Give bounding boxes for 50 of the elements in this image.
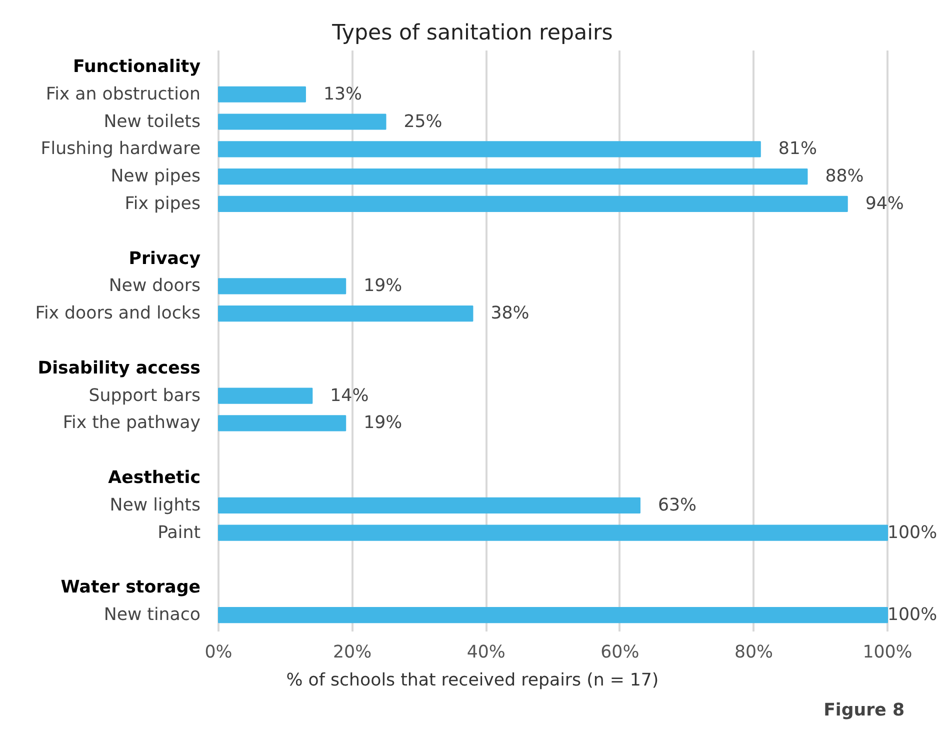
x-tick-label: 20% xyxy=(333,642,372,662)
data-label: 81% xyxy=(778,139,817,160)
y-tick-label: Disability access xyxy=(38,358,200,378)
data-label: 25% xyxy=(404,112,442,132)
data-label: 38% xyxy=(490,304,530,324)
data-label: 13% xyxy=(323,84,362,104)
y-tick-label: Fix pipes xyxy=(124,194,201,214)
y-tick-label: New doors xyxy=(108,276,201,296)
x-tick-label: 0% xyxy=(204,642,232,662)
caption: Figure 8 xyxy=(824,700,904,720)
bar xyxy=(218,86,306,102)
data-label: 100% xyxy=(888,605,938,626)
bar xyxy=(218,388,313,404)
y-tick-label: New tinaco xyxy=(104,605,201,626)
x-tick-label: 100% xyxy=(862,642,912,662)
data-label: 19% xyxy=(364,276,402,296)
y-tick-label: New toilets xyxy=(104,112,200,132)
y-tick-label: Aesthetic xyxy=(108,468,200,488)
y-tick-label: Flushing hardware xyxy=(40,139,201,160)
data-label: 94% xyxy=(865,194,904,214)
y-tick-label: Water storage xyxy=(60,578,201,598)
bar xyxy=(218,524,888,541)
y-tick-label: New lights xyxy=(110,495,201,516)
bar xyxy=(218,141,761,158)
bar xyxy=(218,196,848,212)
y-tick-label: Functionality xyxy=(72,56,201,77)
data-label: 100% xyxy=(888,522,938,543)
data-label: 63% xyxy=(658,495,696,516)
x-tick-label: 40% xyxy=(466,642,506,662)
y-tick-label: Fix the pathway xyxy=(62,413,201,434)
bar xyxy=(218,415,346,432)
data-label: 14% xyxy=(330,386,369,406)
y-tick-label: New pipes xyxy=(110,166,201,187)
bar xyxy=(218,497,640,514)
y-tick-label: Fix doors and locks xyxy=(35,304,201,324)
bar xyxy=(218,114,386,130)
bar xyxy=(218,278,346,294)
x-tick-label: 80% xyxy=(734,642,773,662)
bar xyxy=(218,607,888,624)
x-tick-label: 60% xyxy=(600,642,640,662)
y-tick-label: Paint xyxy=(158,522,201,543)
y-tick-label: Fix an obstruction xyxy=(46,84,201,104)
chart-title: Types of sanitation repairs xyxy=(331,20,613,46)
y-tick-label: Support bars xyxy=(88,386,201,406)
data-label: 19% xyxy=(364,413,402,434)
x-axis-title: % of schools that received repairs (n = 17) xyxy=(286,670,659,690)
data-label: 88% xyxy=(825,166,864,187)
bar xyxy=(218,168,808,185)
bar xyxy=(218,306,474,322)
y-tick-label: Privacy xyxy=(128,248,201,269)
